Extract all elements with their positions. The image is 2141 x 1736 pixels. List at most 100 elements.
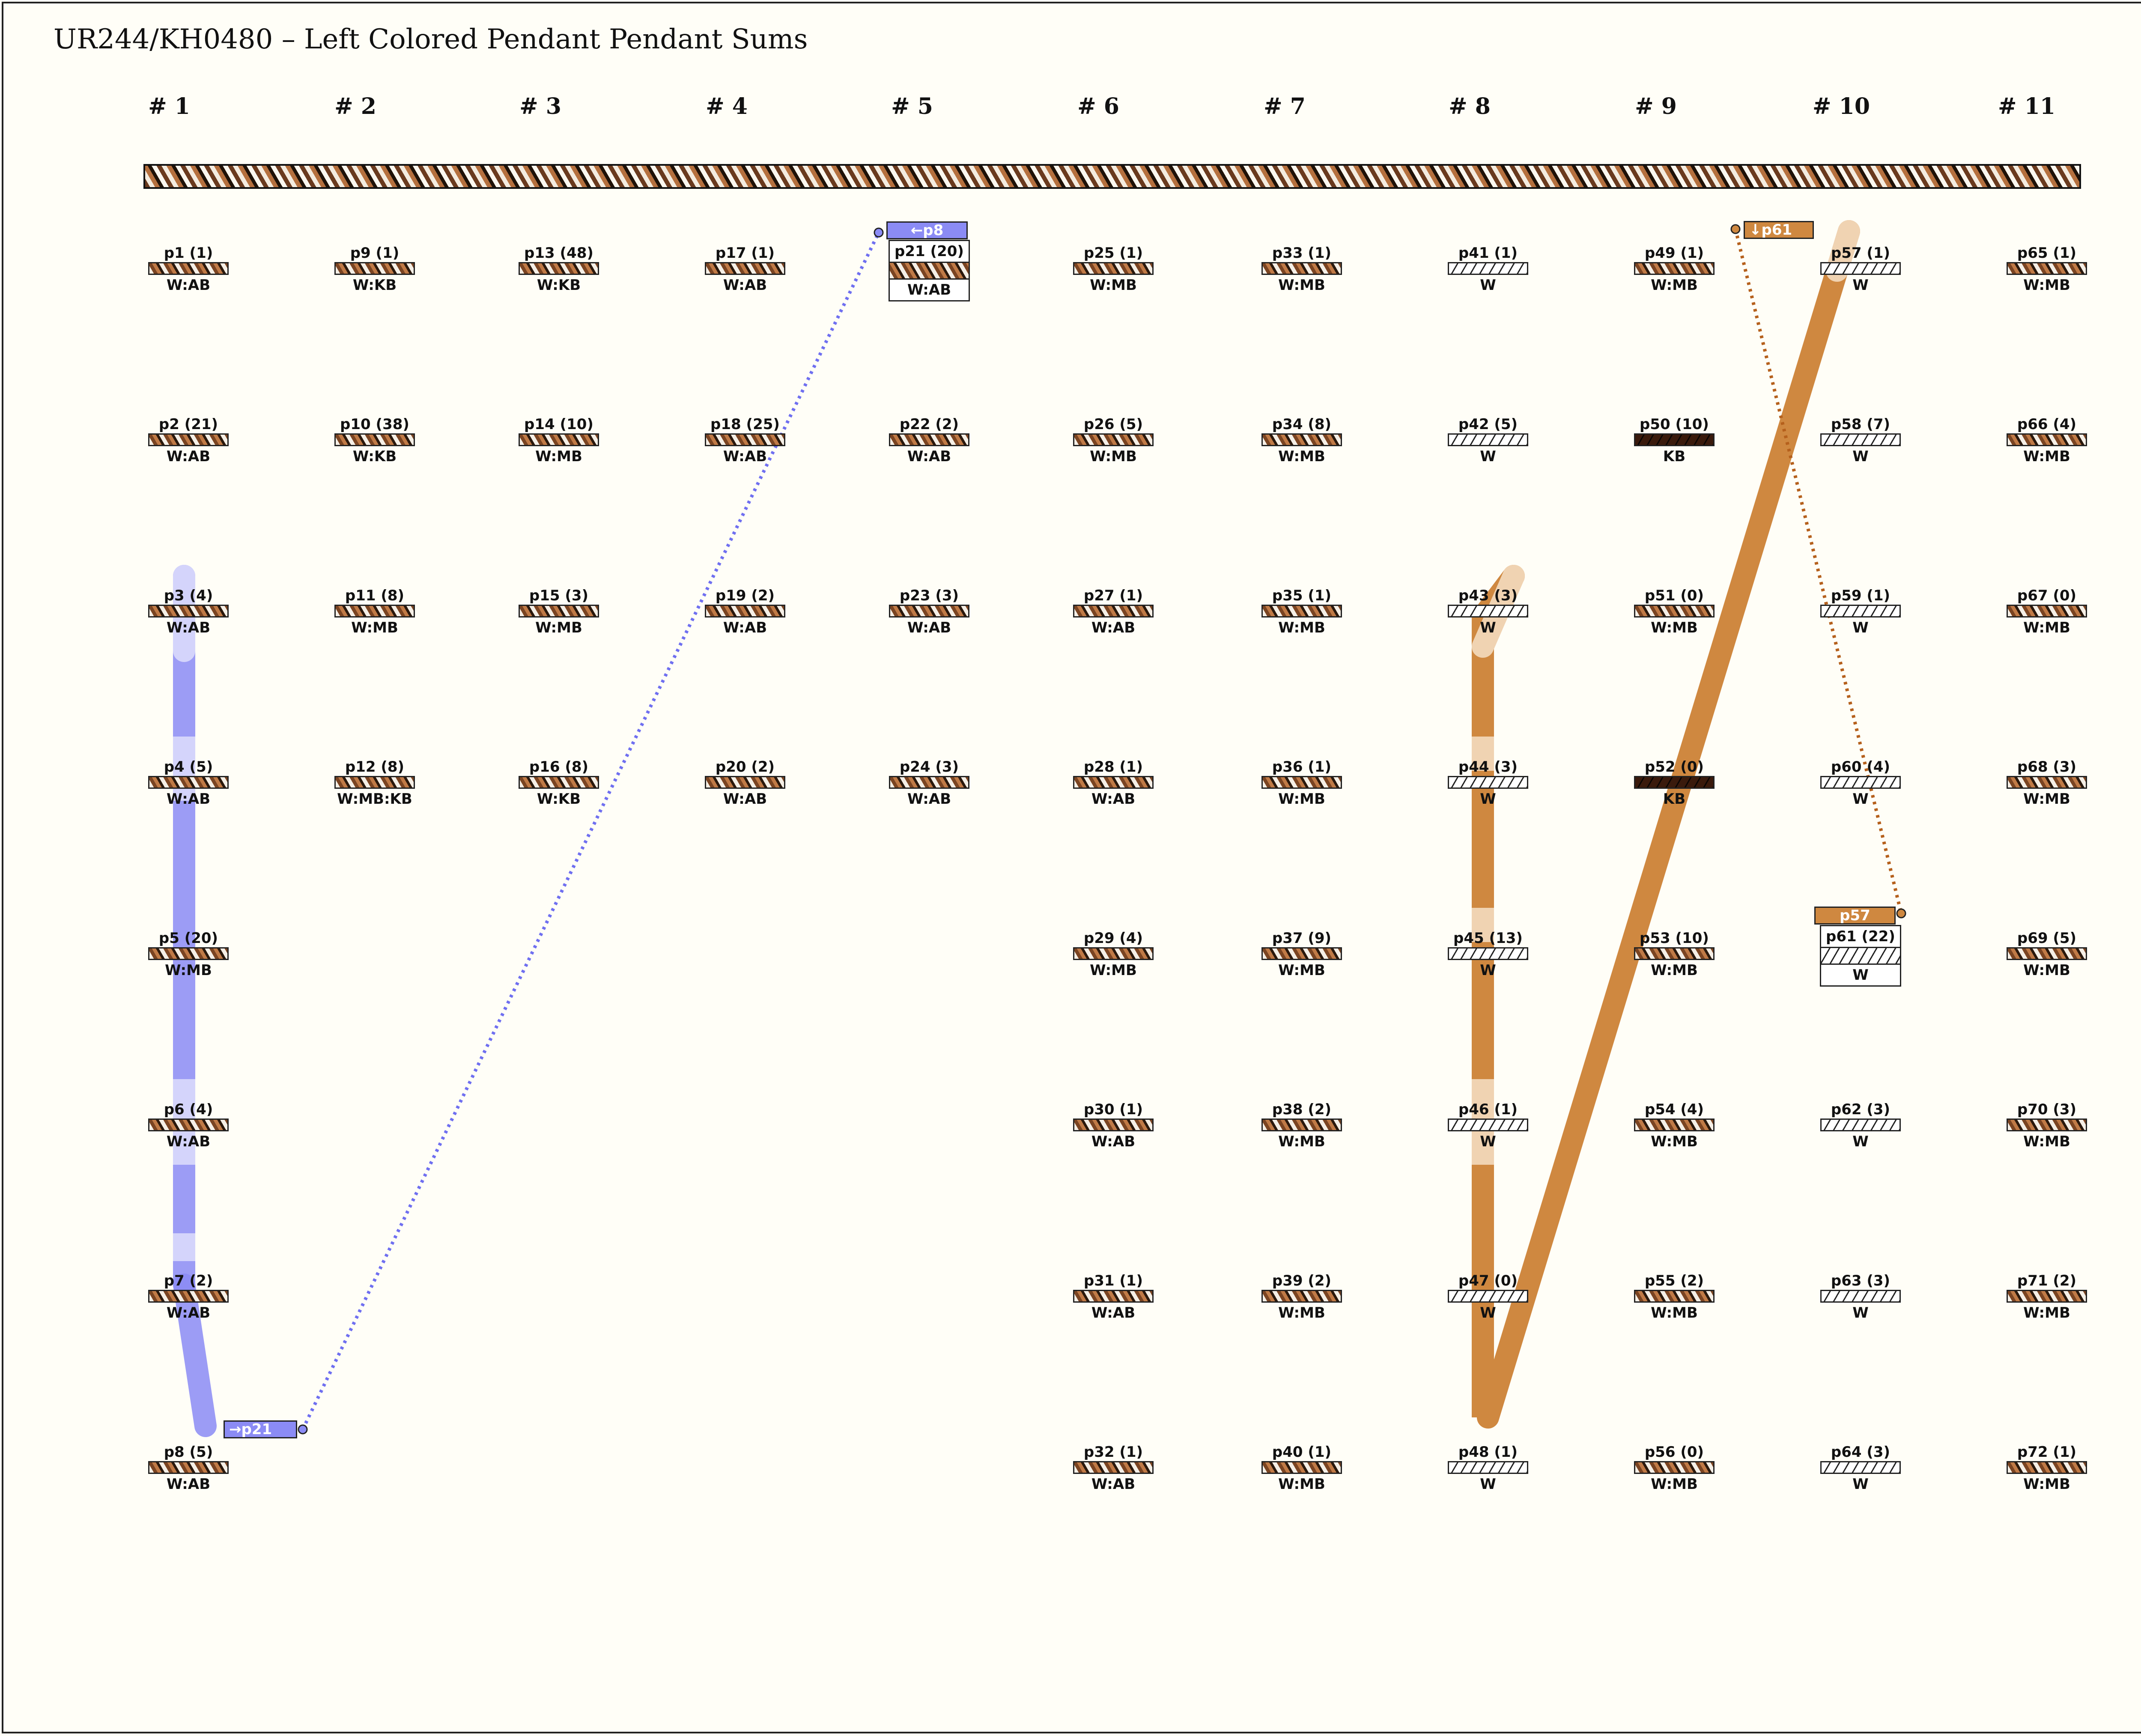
pendant-color-code: W:AB xyxy=(166,790,211,808)
pendant-color-swatch xyxy=(1634,262,1715,275)
pendant-color-code: W:MB xyxy=(1278,448,1325,465)
pendant-p6: p6 (4) W:AB xyxy=(146,1101,231,1152)
pendant-p13: p13 (48) W:KB xyxy=(516,244,602,295)
pendant-p20: p20 (2) W:AB xyxy=(702,758,788,809)
pendant-label: p27 (1) xyxy=(1083,587,1143,604)
pendant-label: p43 (3) xyxy=(1458,587,1518,604)
pendant-color-swatch xyxy=(2007,1119,2087,1131)
pendant-color-swatch xyxy=(889,776,969,789)
pendant-p12: p12 (8) W:MB:KB xyxy=(332,758,417,809)
pendant-p16: p16 (8) W:KB xyxy=(516,758,602,809)
pendant-color-code: W:MB xyxy=(1278,1476,1325,1493)
pendant-p67: p67 (0) W:MB xyxy=(2004,587,2090,638)
pendant-p43: p43 (3) W xyxy=(1445,587,1531,638)
pendant-p35: p35 (1) W:MB xyxy=(1259,587,1345,638)
pendant-color-swatch xyxy=(1073,1119,1154,1131)
pendant-color-swatch xyxy=(2007,433,2087,446)
pendant-label: p13 (48) xyxy=(524,245,593,262)
pendant-p5: p5 (20) W:MB xyxy=(146,929,231,981)
pendant-p61: p61 (22) W xyxy=(1820,925,1901,987)
pendant-color-swatch xyxy=(1634,433,1715,446)
pendant-color-code: W:AB xyxy=(723,790,767,808)
pendant-label: p38 (2) xyxy=(1272,1101,1332,1118)
pendant-color-swatch xyxy=(1634,1290,1715,1303)
pendant-color-code: W xyxy=(1480,1476,1496,1493)
pendant-label: p57 (1) xyxy=(1831,245,1891,262)
pendant-p11: p11 (8) W:MB xyxy=(332,587,417,638)
pendant-label: p54 (4) xyxy=(1644,1101,1704,1118)
pendant-p66: p66 (4) W:MB xyxy=(2004,415,2090,467)
pendant-p3: p3 (4) W:AB xyxy=(146,587,231,638)
pendant-color-code: W:MB xyxy=(1278,1133,1325,1150)
pendant-color-swatch xyxy=(148,1119,229,1131)
pendant-color-code: W:AB xyxy=(166,1304,211,1321)
pendant-color-code: W:MB xyxy=(1651,619,1698,636)
pendant-p33: p33 (1) W:MB xyxy=(1259,244,1345,295)
pendant-p64: p64 (3) W xyxy=(1818,1443,1903,1494)
group-header: # 6 xyxy=(1077,93,1119,119)
pendant-p25: p25 (1) W:MB xyxy=(1070,244,1156,295)
pendant-color-code: W xyxy=(1480,448,1496,465)
pendant-label: p16 (8) xyxy=(529,758,589,776)
pendant-p72: p72 (1) W:MB xyxy=(2004,1443,2090,1494)
pendant-p48: p48 (1) W xyxy=(1445,1443,1531,1494)
link-p8-to-p21 xyxy=(301,232,880,1430)
pendant-p46: p46 (1) W xyxy=(1445,1101,1531,1152)
pendant-color-code: W xyxy=(1852,619,1869,636)
pendant-color-code: KB xyxy=(1663,790,1686,808)
pendant-label: p70 (3) xyxy=(2017,1101,2077,1118)
pendant-color-swatch xyxy=(2007,776,2087,789)
pendant-color-code: W:MB xyxy=(1651,1476,1698,1493)
pendant-color-code: W:MB xyxy=(1651,962,1698,979)
pendant-p30: p30 (1) W:AB xyxy=(1070,1101,1156,1152)
pendant-label: p9 (1) xyxy=(350,245,400,262)
group-header: # 7 xyxy=(1264,93,1306,119)
pendant-label: p3 (4) xyxy=(164,587,213,604)
pendant-color-code: W:AB xyxy=(166,448,211,465)
pendant-color-swatch xyxy=(1261,1290,1342,1303)
pendant-label: p2 (21) xyxy=(158,416,218,433)
pendant-color-code: W xyxy=(1480,962,1496,979)
pendant-p70: p70 (3) W:MB xyxy=(2004,1101,2090,1152)
pendant-color-swatch xyxy=(334,262,415,275)
pendant-label: p56 (0) xyxy=(1644,1444,1704,1461)
pendant-color-code: W:KB xyxy=(352,448,397,465)
pendant-label: p34 (8) xyxy=(1272,416,1332,433)
pendant-label: p11 (8) xyxy=(345,587,405,604)
pendant-color-code: W:AB xyxy=(907,619,951,636)
pendant-color-code: W xyxy=(1480,790,1496,808)
pendant-p45: p45 (13) W xyxy=(1445,929,1531,981)
pendant-color-swatch xyxy=(1634,1119,1715,1131)
pendant-color-swatch xyxy=(1261,1461,1342,1474)
pendant-color-code: W:MB xyxy=(535,619,582,636)
pendant-color-swatch xyxy=(1073,433,1154,446)
pendant-color-swatch xyxy=(1261,605,1342,617)
pendant-label: p69 (5) xyxy=(2017,930,2077,947)
pendant-p54: p54 (4) W:MB xyxy=(1631,1101,1717,1152)
group-header: # 4 xyxy=(706,93,748,119)
pendant-p40: p40 (1) W:MB xyxy=(1259,1443,1345,1494)
pendant-label: p44 (3) xyxy=(1458,758,1518,776)
sum-band-p8-tail xyxy=(173,1274,217,1437)
link-p57-to-p61 xyxy=(1734,229,1903,914)
pendant-label: p61 (22) xyxy=(1826,928,1895,945)
pendant-color-swatch xyxy=(1448,262,1528,275)
pendant-color-code: W xyxy=(1480,1304,1496,1321)
pendant-label: p37 (9) xyxy=(1272,930,1332,947)
pendant-label: p65 (1) xyxy=(2017,245,2077,262)
pendant-color-swatch xyxy=(1448,776,1528,789)
pendant-color-swatch xyxy=(1073,605,1154,617)
pendant-p26: p26 (5) W:MB xyxy=(1070,415,1156,467)
pendant-color-code: W:MB xyxy=(351,619,398,636)
pendant-label: p35 (1) xyxy=(1272,587,1332,604)
pendant-color-swatch xyxy=(1820,776,1901,789)
pendant-color-swatch xyxy=(1634,947,1715,960)
pendant-color-swatch xyxy=(148,433,229,446)
pendant-color-swatch xyxy=(1448,433,1528,446)
pendant-color-swatch xyxy=(334,433,415,446)
pendant-color-code: W:MB xyxy=(1651,1133,1698,1150)
pendant-color-swatch xyxy=(1634,605,1715,617)
pendant-p68: p68 (3) W:MB xyxy=(2004,758,2090,809)
pendant-label: p26 (5) xyxy=(1083,416,1143,433)
pendant-color-code: W:MB xyxy=(1090,962,1137,979)
